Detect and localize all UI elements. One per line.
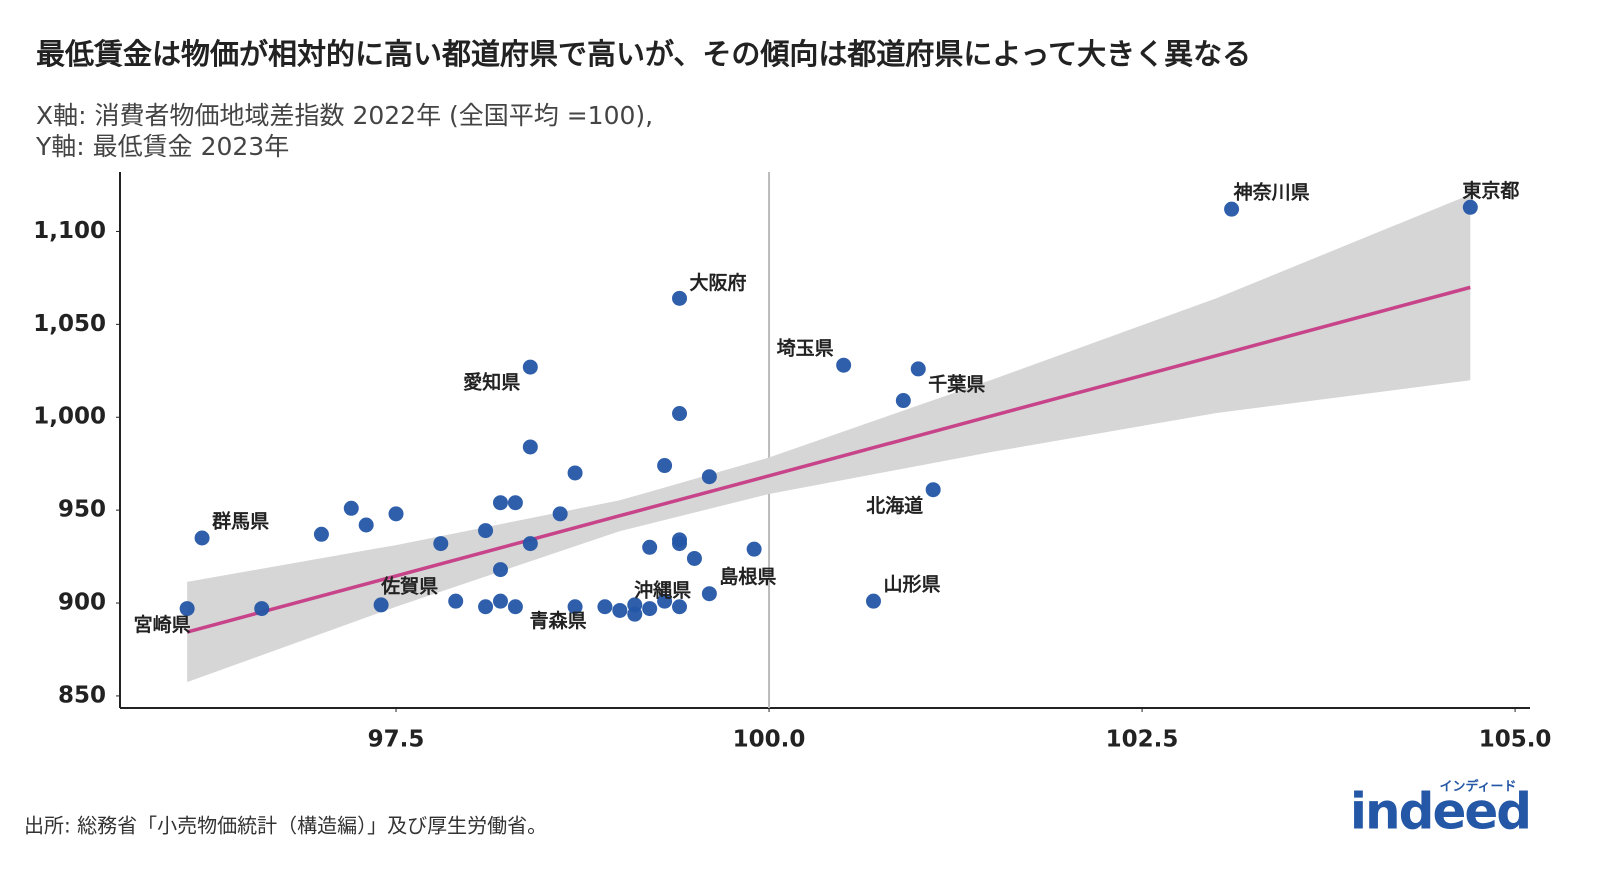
point xyxy=(552,506,568,522)
point-label: 宮崎県 xyxy=(134,613,191,636)
subtitle: Y軸: 最低賃金 2023年 xyxy=(35,132,289,161)
point xyxy=(895,393,911,409)
point xyxy=(373,597,389,613)
point xyxy=(657,593,673,609)
point xyxy=(1224,201,1240,217)
point-label: 青森県 xyxy=(530,609,587,632)
point-label: 神奈川県 xyxy=(1233,181,1310,204)
point xyxy=(746,541,762,557)
point xyxy=(1462,199,1478,215)
point xyxy=(925,482,941,498)
confidence-band xyxy=(187,194,1471,683)
point xyxy=(657,458,673,474)
point xyxy=(478,523,494,539)
y-tick-label: 1,100 xyxy=(33,218,106,244)
x-tick-label: 97.5 xyxy=(368,727,425,753)
x-tick-label: 100.0 xyxy=(733,727,806,753)
point-label: 愛知県 xyxy=(463,371,520,394)
point xyxy=(179,601,195,617)
x-tick-label: 102.5 xyxy=(1106,727,1179,753)
x-tick-label: 105.0 xyxy=(1479,727,1552,753)
point-label: 山形県 xyxy=(883,574,940,596)
point xyxy=(865,593,881,609)
point xyxy=(313,526,329,542)
y-tick-label: 900 xyxy=(58,590,106,616)
point xyxy=(627,606,643,622)
point-label: 東京都 xyxy=(1462,179,1519,202)
point xyxy=(910,361,926,377)
subtitle: X軸: 消費者物価地域差指数 2022年 (全国平均 =100), xyxy=(36,101,653,130)
point xyxy=(507,495,523,511)
point xyxy=(686,550,702,566)
point xyxy=(507,599,523,615)
point xyxy=(567,599,583,615)
point-label: 沖縄県 xyxy=(634,579,691,602)
point xyxy=(597,599,613,615)
point xyxy=(701,586,717,602)
chart-title: 最低賃金は物価が相対的に高い都道府県で高いが、その傾向は都道府県によって大きく異… xyxy=(36,37,1251,71)
point xyxy=(254,601,270,617)
logo: indeed xyxy=(1350,783,1530,841)
point xyxy=(492,495,508,511)
point-label: 群馬県 xyxy=(211,510,269,533)
point xyxy=(642,539,658,555)
point xyxy=(492,593,508,609)
point xyxy=(612,602,628,618)
point xyxy=(433,536,449,552)
point xyxy=(672,599,688,615)
y-tick-label: 1,000 xyxy=(33,404,106,430)
y-tick-label: 1,050 xyxy=(33,311,106,337)
point xyxy=(388,506,404,522)
point xyxy=(343,500,359,516)
point-label: 埼玉県 xyxy=(777,337,834,360)
point xyxy=(522,439,538,455)
source-note: 出所: 総務省「小売物価統計（構造編）」及び厚生労働省。 xyxy=(24,814,547,838)
point-label: 大阪府 xyxy=(690,271,747,294)
point xyxy=(492,562,508,578)
y-tick-label: 850 xyxy=(58,682,106,708)
point xyxy=(358,517,374,533)
point xyxy=(194,530,210,546)
logo-kana: インディード xyxy=(1439,779,1516,795)
point xyxy=(672,536,688,552)
point xyxy=(522,536,538,552)
point xyxy=(672,406,688,422)
fit-line xyxy=(186,285,1471,634)
point xyxy=(567,465,583,481)
point-label: 島根県 xyxy=(719,565,776,588)
y-tick-label: 950 xyxy=(58,497,106,523)
point xyxy=(478,599,494,615)
point xyxy=(836,357,852,373)
point xyxy=(448,593,464,609)
point xyxy=(522,359,538,375)
point xyxy=(701,469,717,485)
point-label: 千葉県 xyxy=(928,373,985,395)
point xyxy=(672,290,688,306)
point-label: 北海道 xyxy=(866,494,923,517)
point xyxy=(642,601,658,617)
point-label: 佐賀県 xyxy=(380,574,438,597)
